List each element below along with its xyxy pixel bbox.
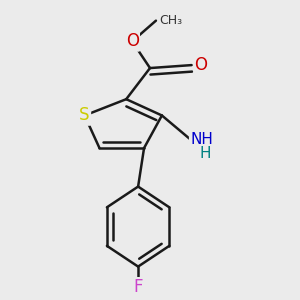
Text: S: S [80, 106, 90, 124]
Text: CH₃: CH₃ [159, 14, 182, 27]
Text: O: O [195, 56, 208, 74]
Text: F: F [134, 278, 143, 296]
Text: NH: NH [190, 132, 213, 147]
Text: O: O [126, 32, 139, 50]
Text: H: H [200, 146, 211, 161]
